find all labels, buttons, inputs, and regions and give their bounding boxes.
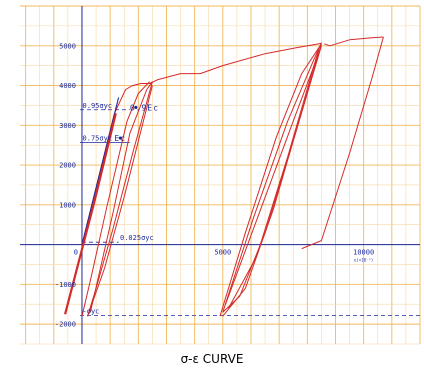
curve-segment — [222, 42, 322, 313]
curve-segment — [222, 45, 322, 313]
curve-segment — [324, 36, 384, 47]
stress-strain-chart: 5000 4000 3000 2000 1000 -1000 -2000 0 5000 10000… — [20, 5, 421, 345]
y-tick-label: 3000 — [59, 122, 76, 130]
annotation-dot — [118, 136, 122, 140]
y-tick-label: 5000 — [59, 42, 76, 50]
curve-segment — [219, 43, 322, 317]
labels: 5000 4000 3000 2000 1000 -1000 -2000 0 5000 10000… — [55, 42, 374, 328]
y-tick-label: 2000 — [59, 162, 76, 170]
chart-title: σ-ε CURVE — [180, 352, 244, 366]
curve-segment — [301, 36, 384, 250]
curve-segment — [87, 85, 153, 317]
grid — [20, 5, 421, 345]
curve-segment — [81, 42, 322, 245]
reference-line-label: 0.75σyc — [83, 134, 113, 142]
annotation-label: Ec — [114, 134, 126, 143]
reference-line-label: 0.025σyc — [120, 234, 154, 242]
x-tick-label: 10000 — [353, 249, 374, 257]
curve-segment — [89, 81, 153, 313]
curve-segment — [225, 53, 320, 305]
x-tick-label: 0 — [74, 249, 78, 257]
reference-line-label: 0.95σyc — [83, 102, 113, 110]
y-tick-label: 1000 — [59, 201, 76, 209]
curve-segment — [87, 81, 153, 317]
x-tick-label: 5000 — [214, 249, 231, 257]
x-unit-label: ε(×10⁻⁶) — [354, 258, 373, 263]
y-tick-label: 4000 — [59, 82, 76, 90]
curves — [64, 36, 384, 317]
initial-loading-line — [64, 113, 117, 315]
y-tick-label: -1000 — [55, 281, 76, 289]
annotation-dot — [134, 105, 138, 110]
curve-segment — [81, 97, 120, 245]
curve-segment — [81, 81, 150, 317]
annotation-label: 0.9Ec — [130, 103, 159, 112]
y-tick-label: -2000 — [55, 321, 76, 329]
curve-segment — [228, 49, 320, 309]
axes — [20, 6, 420, 344]
reference-line-label: -σyc — [83, 307, 100, 315]
